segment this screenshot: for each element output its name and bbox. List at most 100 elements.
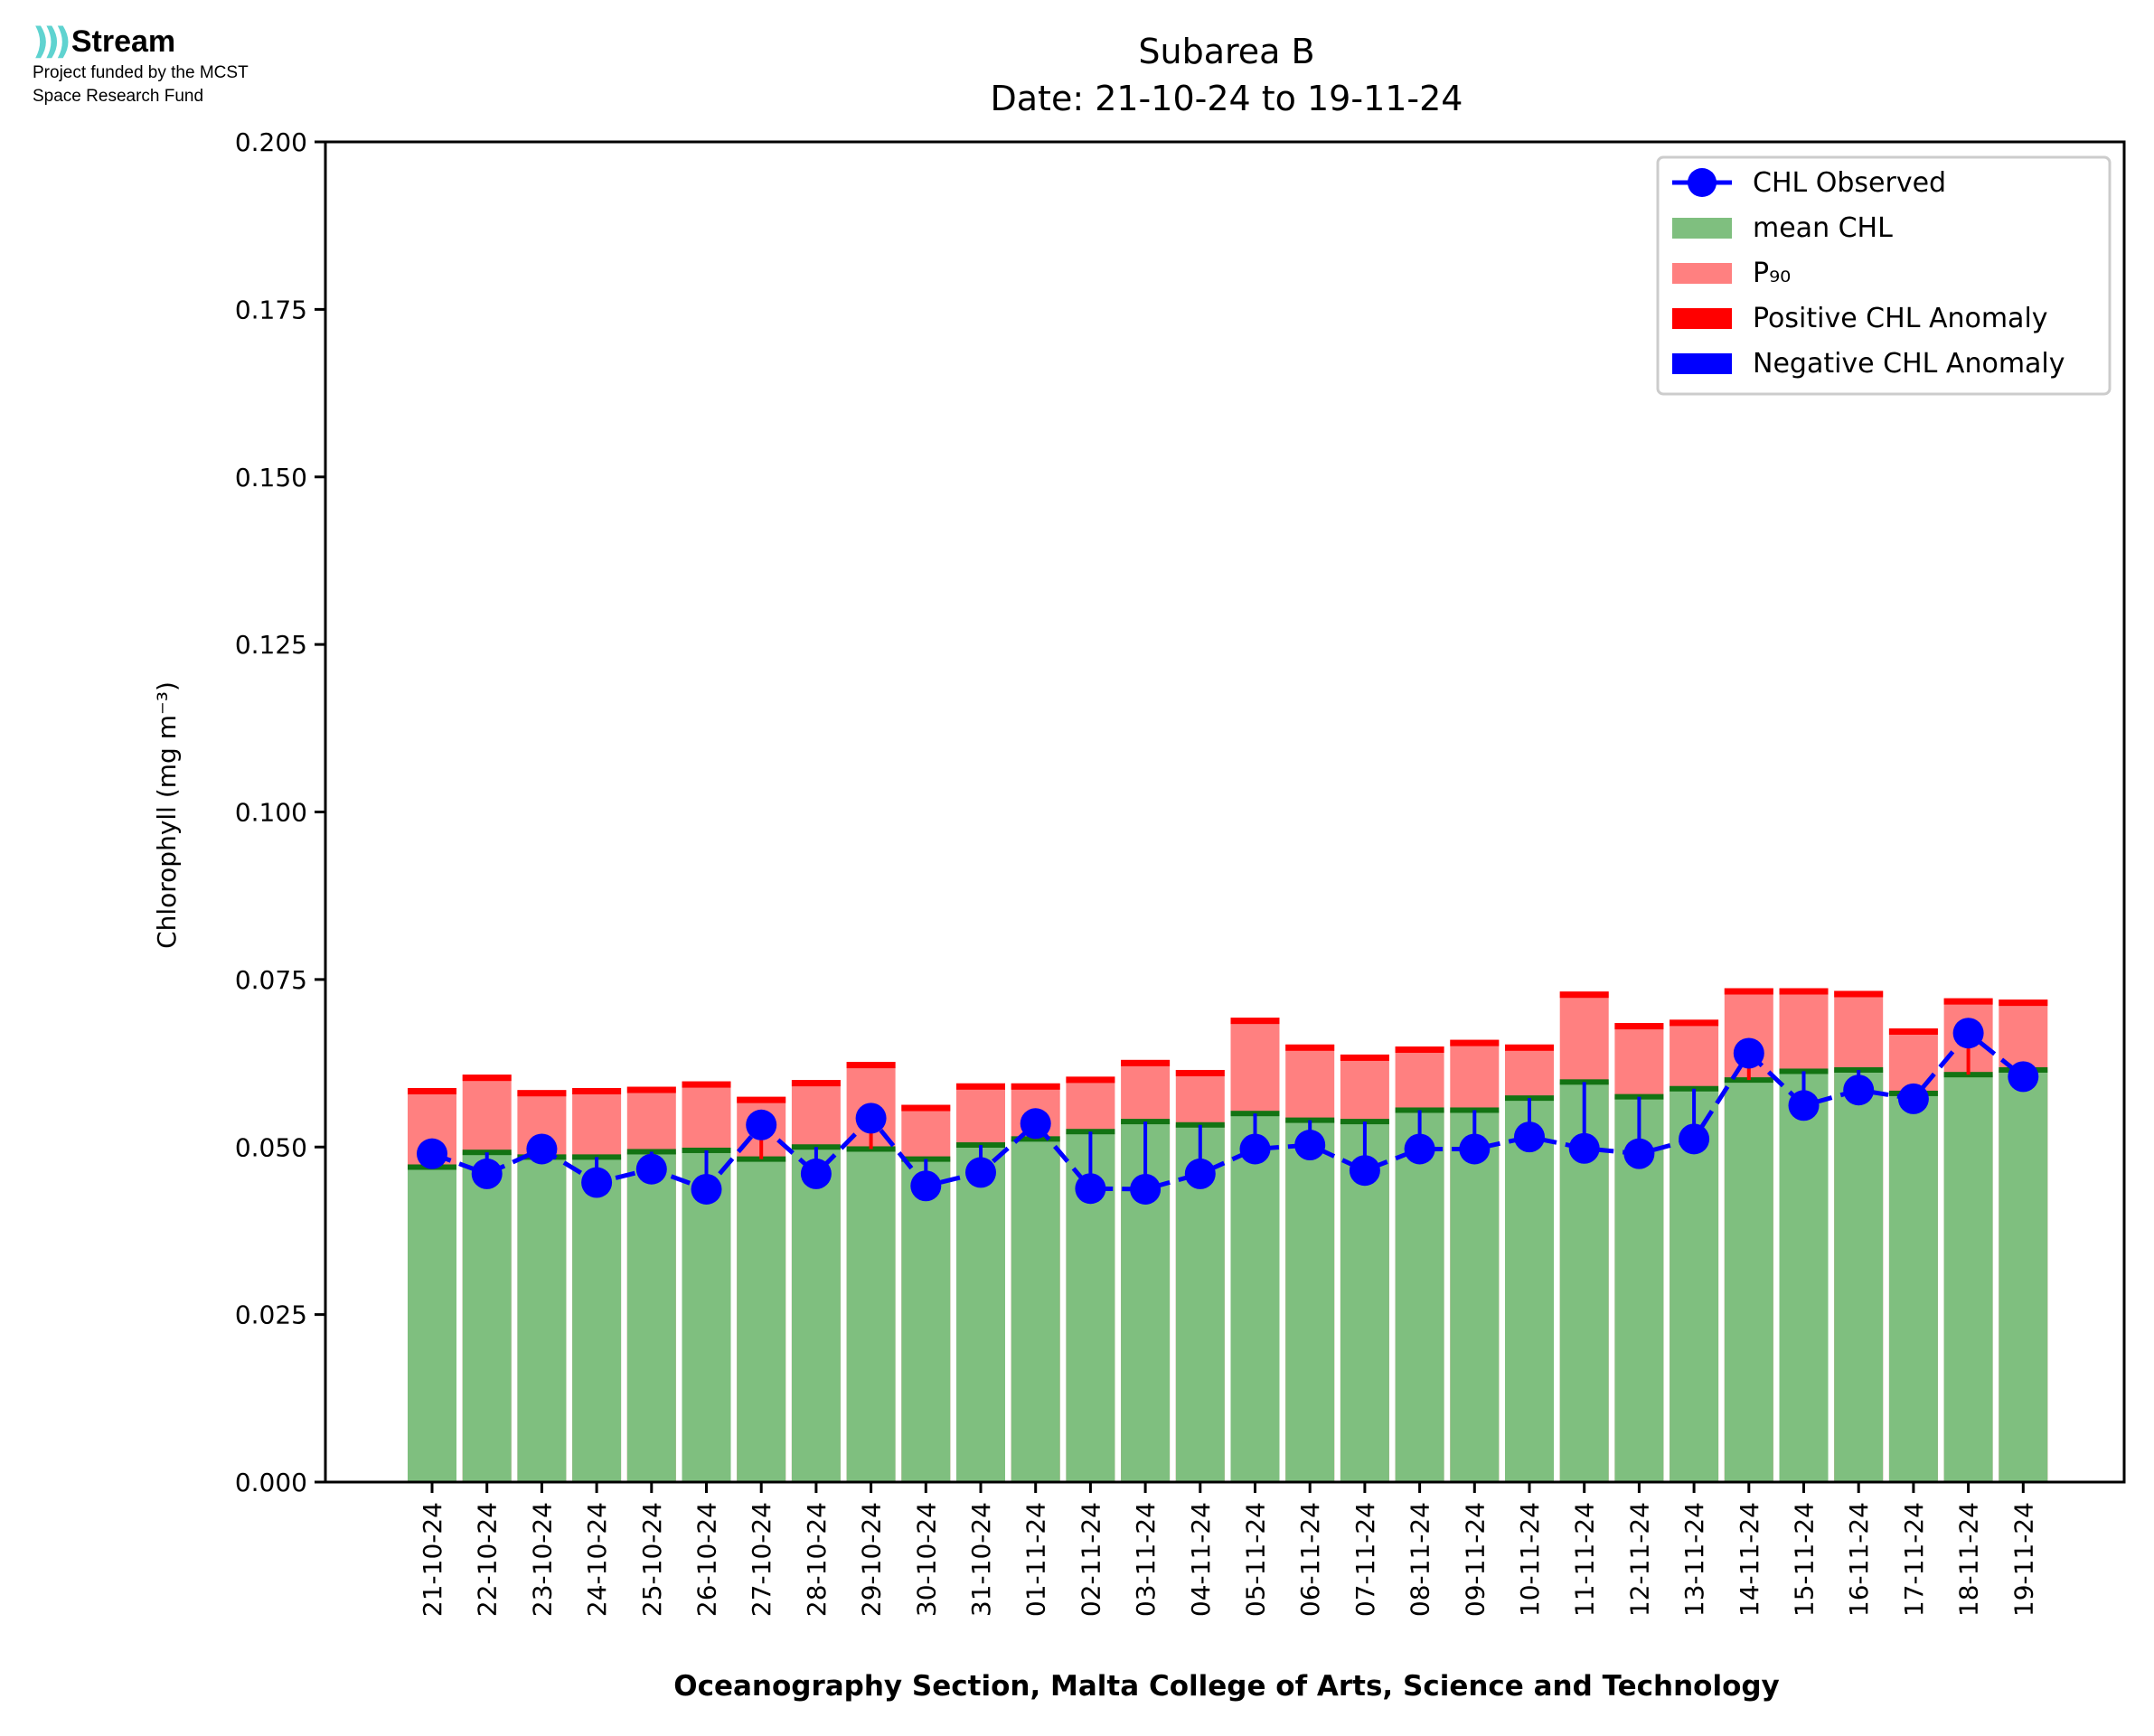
x-tick-label: 24-10-24	[582, 1502, 612, 1617]
x-axis-label: Oceanography Section, Malta College of A…	[673, 1670, 1780, 1703]
p90-edge	[1670, 1019, 1719, 1027]
x-tick-label: 06-11-24	[1295, 1502, 1325, 1617]
p90-edge	[1450, 1039, 1500, 1046]
chl-observed-point	[1239, 1133, 1271, 1165]
stream-wave-icon: )))	[33, 21, 71, 62]
legend-box	[1656, 155, 2112, 396]
p90-edge	[1888, 1028, 1938, 1036]
p90-edge	[791, 1080, 841, 1087]
p90-edge	[1121, 1059, 1171, 1066]
x-tick-label: 25-10-24	[637, 1502, 667, 1617]
x-tick-label: 15-11-24	[1790, 1502, 1820, 1617]
p90-edge	[846, 1062, 896, 1069]
mean-bar	[1888, 1093, 1938, 1482]
x-tick-label: 13-11-24	[1679, 1502, 1709, 1617]
p90-edge	[1395, 1046, 1444, 1054]
legend-swatch	[1672, 353, 1732, 374]
x-tick-label: 18-11-24	[1954, 1502, 1984, 1617]
x-tick-label: 30-10-24	[911, 1502, 941, 1617]
x-tick-label: 21-10-24	[418, 1502, 447, 1617]
x-tick-label: 10-11-24	[1515, 1502, 1545, 1617]
p90-edge	[1943, 998, 1993, 1005]
chl-observed-point	[1514, 1121, 1545, 1153]
x-tick-label: 08-11-24	[1406, 1502, 1435, 1617]
y-tick-label: 0.000	[235, 1468, 307, 1497]
p90-edge	[901, 1104, 951, 1112]
chl-observed-point	[691, 1173, 722, 1205]
x-tick-label: 02-11-24	[1076, 1502, 1105, 1617]
x-tick-label: 11-11-24	[1570, 1502, 1600, 1617]
legend-marker-point	[1688, 168, 1717, 197]
legend-swatch	[1672, 263, 1732, 284]
x-tick-label: 09-11-24	[1460, 1502, 1490, 1617]
chl-observed-point	[855, 1103, 887, 1134]
mean-bar	[737, 1159, 786, 1482]
x-tick-label: 16-11-24	[1844, 1502, 1874, 1617]
p90-edge	[1614, 1023, 1664, 1030]
y-tick-label: 0.025	[235, 1300, 307, 1330]
y-tick-label: 0.125	[235, 630, 307, 660]
p90-edge	[1559, 991, 1609, 999]
mean-bar	[626, 1151, 676, 1482]
y-tick-label: 0.175	[235, 295, 307, 324]
chl-observed-point	[417, 1138, 447, 1169]
p90-edge	[1340, 1054, 1389, 1061]
mean-bar	[1724, 1080, 1773, 1482]
legend-label: CHL Observed	[1753, 167, 1946, 199]
mean-bar	[956, 1145, 1005, 1482]
x-tick-label: 19-11-24	[2008, 1502, 2038, 1617]
y-tick-label: 0.150	[235, 463, 307, 493]
p90-edge	[1505, 1044, 1554, 1051]
mean-bar	[1779, 1071, 1829, 1482]
p90-edge	[1834, 990, 1884, 998]
x-tick-label: 14-11-24	[1735, 1502, 1764, 1617]
chl-observed-point	[1679, 1123, 1710, 1155]
y-tick-label: 0.075	[235, 965, 307, 995]
mean-bar	[1943, 1074, 1993, 1482]
chl-observed-point	[800, 1158, 832, 1189]
p90-edge	[1230, 1018, 1280, 1025]
chl-observed-point	[1349, 1155, 1380, 1187]
p90-edge	[1066, 1076, 1115, 1084]
chl-observed-point	[1843, 1074, 1875, 1106]
mean-bar	[682, 1150, 731, 1482]
chart-subtitle: Date: 21-10-24 to 19-11-24	[991, 79, 1463, 118]
p90-edge	[572, 1087, 622, 1094]
x-tick-label: 27-10-24	[747, 1502, 776, 1617]
chl-observed-point	[1184, 1158, 1216, 1189]
mean-bar	[901, 1159, 951, 1482]
p90-edge	[462, 1074, 512, 1082]
x-tick-label: 03-11-24	[1131, 1502, 1161, 1617]
legend-swatch	[1672, 308, 1732, 329]
p90-edge	[1999, 999, 2048, 1007]
chl-observed-point	[1020, 1108, 1051, 1140]
chl-observed-point	[2008, 1061, 2039, 1093]
p90-edge	[517, 1090, 567, 1097]
p90-edge	[1779, 988, 1829, 995]
p90-edge	[682, 1081, 731, 1088]
p90-edge	[1285, 1044, 1335, 1051]
mean-bar	[517, 1157, 567, 1482]
y-tick-label: 0.100	[235, 798, 307, 828]
chl-observed-point	[1897, 1083, 1929, 1114]
chl-observed-point	[1733, 1037, 1764, 1069]
funding-line-2: Space Research Fund	[33, 87, 204, 106]
x-tick-label: 29-10-24	[857, 1502, 887, 1617]
x-tick-label: 28-10-24	[802, 1502, 832, 1617]
chl-observed-point	[1623, 1138, 1655, 1169]
legend: CHL Observed mean CHL P₉₀ Positive CHL Anom…	[1656, 155, 2112, 396]
funding-line-1: Project funded by the MCST	[33, 63, 249, 82]
p90-edge	[956, 1083, 1005, 1090]
x-tick-label: 17-11-24	[1899, 1502, 1929, 1617]
mean-bar	[1011, 1139, 1060, 1482]
mean-bar	[1834, 1069, 1884, 1482]
chart-title: Subarea B	[1138, 32, 1314, 71]
mean-bar	[1999, 1069, 2048, 1482]
p90-edge	[1011, 1083, 1060, 1090]
chl-observed-point	[635, 1153, 667, 1185]
chl-observed-point	[1130, 1173, 1162, 1205]
x-tick-label: 22-10-24	[473, 1502, 503, 1617]
mean-bar	[1450, 1110, 1500, 1482]
p90-edge	[408, 1087, 456, 1094]
